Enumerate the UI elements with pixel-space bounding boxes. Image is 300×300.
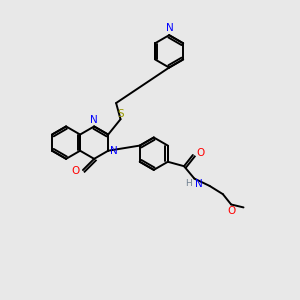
Text: N: N [166, 23, 174, 33]
Text: N: N [90, 115, 98, 125]
Text: S: S [118, 109, 124, 118]
Text: O: O [196, 148, 205, 158]
Text: N: N [195, 179, 203, 189]
Text: N: N [110, 146, 117, 156]
Text: O: O [71, 166, 80, 176]
Text: H: H [185, 179, 192, 188]
Text: O: O [228, 206, 236, 216]
